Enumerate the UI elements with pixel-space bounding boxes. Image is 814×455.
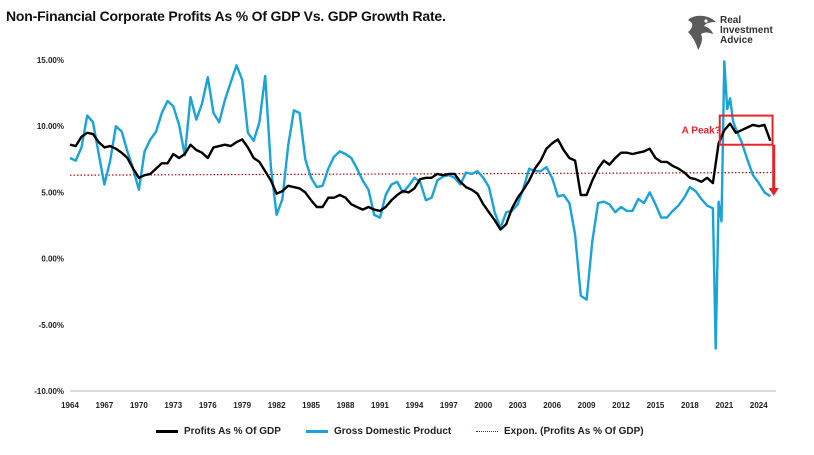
y-tick-label: 15.00% <box>37 56 64 65</box>
x-tick-label: 1976 <box>199 401 217 410</box>
legend-label-gdp: Gross Domestic Product <box>334 425 452 437</box>
legend-item-profits: Profits As % Of GDP <box>156 422 281 440</box>
x-tick-label: 2015 <box>647 401 665 410</box>
legend-swatch-profits <box>156 429 178 433</box>
x-tick-label: 1985 <box>302 401 320 410</box>
x-tick-label: 1997 <box>440 401 458 410</box>
legend-item-expon: Expon. (Profits As % Of GDP) <box>476 422 644 440</box>
x-axis: 1964 1967 1970 1973 1976 1979 1982 1985 1988 1991… <box>61 401 768 410</box>
annotation-arrow-head <box>768 188 779 197</box>
x-tick-label: 1988 <box>337 401 355 410</box>
x-tick-label: 1964 <box>61 401 79 410</box>
x-tick-label: 1991 <box>371 401 389 410</box>
x-tick-label: 2009 <box>578 401 596 410</box>
y-tick-label: -5.00% <box>39 321 64 330</box>
x-tick-label: 2012 <box>612 401 630 410</box>
x-tick-label: 1967 <box>96 401 114 410</box>
logo: Real Investment Advice <box>686 14 786 54</box>
y-axis: 15.00% 10.00% 5.00% 0.00% -5.00% -10.00% <box>34 56 64 396</box>
x-tick-label: 2024 <box>750 401 768 410</box>
logo-line-2: Investment <box>720 25 773 36</box>
series-line-expon-trend <box>69 171 777 176</box>
logo-line-1: Real <box>720 15 742 26</box>
y-tick-label: 0.00% <box>41 255 64 264</box>
annotation-peak-box <box>718 114 774 146</box>
logo-line-3: Advice <box>720 35 753 46</box>
legend-item-gdp: Gross Domestic Product <box>306 422 451 440</box>
annotation-peak-label: A Peak? <box>682 126 721 137</box>
legend-label-expon: Expon. (Profits As % Of GDP) <box>504 425 644 437</box>
x-tick-label: 2018 <box>681 401 699 410</box>
page-title: Non-Financial Corporate Profits As % Of … <box>6 8 446 24</box>
x-tick-label: 1973 <box>164 401 182 410</box>
legend-swatch-expon <box>476 430 498 432</box>
y-tick-label: 5.00% <box>41 188 64 197</box>
x-tick-label: 2006 <box>543 401 561 410</box>
legend: Profits As % Of GDP Gross Domestic Produ… <box>0 422 814 440</box>
y-tick-label: 10.00% <box>37 122 64 131</box>
legend-label-profits: Profits As % Of GDP <box>184 425 281 437</box>
legend-swatch-gdp <box>306 429 328 433</box>
x-tick-label: 1982 <box>268 401 286 410</box>
eagle-head-icon <box>688 15 716 51</box>
series-line-profits <box>69 122 772 231</box>
logo-text: Real Investment Advice <box>720 16 773 46</box>
y-tick-label: -10.00% <box>34 387 64 396</box>
series-line-gdp <box>69 60 771 350</box>
x-tick-label: 1970 <box>130 401 148 410</box>
x-tick-label: 2003 <box>509 401 527 410</box>
x-tick-label: 2000 <box>474 401 492 410</box>
x-tick-label: 1979 <box>233 401 251 410</box>
x-tick-label: 1994 <box>405 401 423 410</box>
x-tick-label: 2021 <box>715 401 733 410</box>
